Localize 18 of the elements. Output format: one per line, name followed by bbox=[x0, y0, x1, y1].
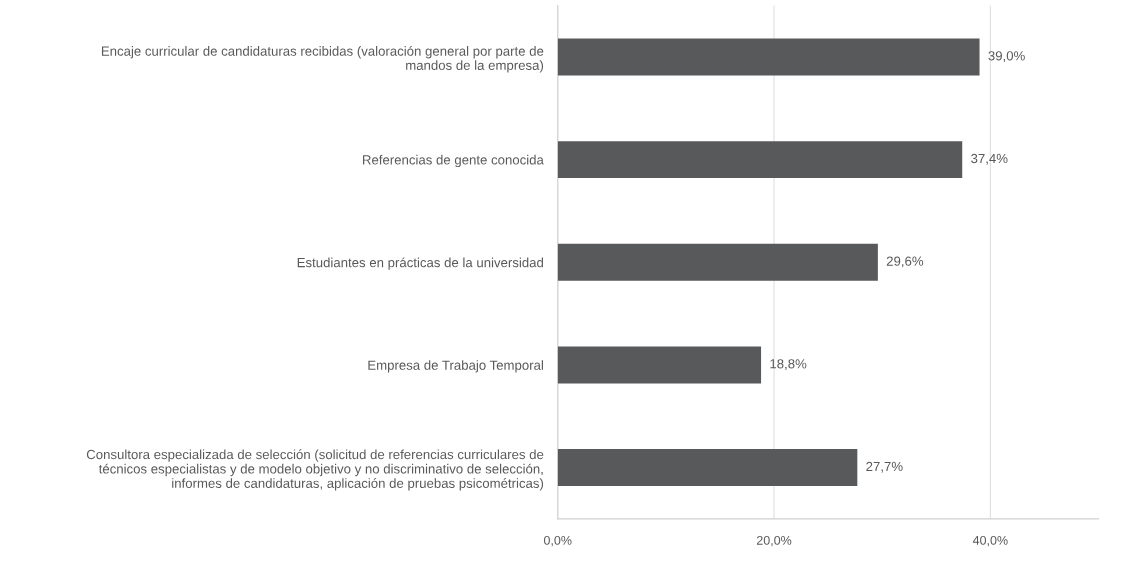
bar bbox=[557, 449, 858, 487]
bar bbox=[557, 141, 963, 179]
data-label: 39,0% bbox=[988, 51, 1025, 63]
y-tick-label: Empresa de Trabajo Temporal bbox=[368, 360, 543, 373]
x-tick-label: 20,0% bbox=[756, 535, 792, 547]
x-tick-label: 0,0% bbox=[543, 535, 572, 547]
data-label: 27,7% bbox=[866, 461, 903, 473]
bar bbox=[557, 346, 762, 384]
bar bbox=[557, 38, 980, 76]
y-tick-label: Consultora especializada de selección (solicitud de referencias curriculares de técnicos especialistas y de modelo objetivo y no discriminativo de selección, informes de candidaturas, aplicación de pruebas psicométricas) bbox=[86, 449, 544, 491]
y-tick-label: Referencias de gente conocida bbox=[363, 154, 544, 168]
data-label: 37,4% bbox=[971, 153, 1008, 165]
data-label: 18,8% bbox=[770, 359, 807, 371]
data-label: 29,6% bbox=[886, 256, 924, 268]
x-tick-label: 40,0% bbox=[972, 535, 1008, 547]
y-tick-label: Estudiantes en prácticas de la universidad bbox=[297, 257, 543, 270]
bar bbox=[557, 243, 878, 281]
y-tick-label: Encaje curricular de candidaturas recibidas (valoración general por parte de mandos de la empresa) bbox=[101, 45, 544, 73]
